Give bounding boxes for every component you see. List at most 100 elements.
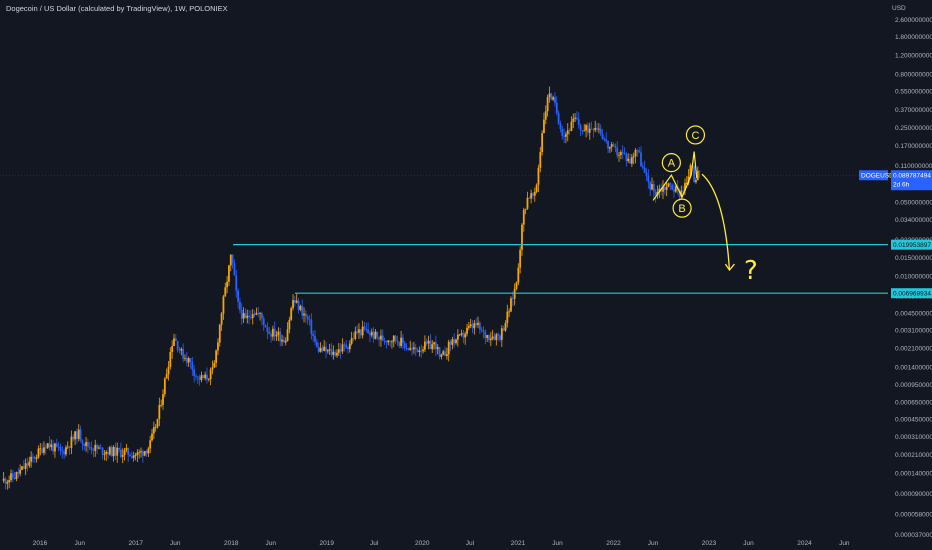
candle-body xyxy=(257,312,260,314)
x-tick-label: Jun xyxy=(552,540,563,547)
candle-body xyxy=(630,157,633,164)
candle-body xyxy=(59,447,62,451)
candle-body xyxy=(524,208,527,210)
candle-body xyxy=(341,344,344,352)
y-tick-label: 0.004500000 xyxy=(895,310,932,317)
candle-body xyxy=(306,316,309,320)
candle-body xyxy=(17,471,20,474)
price-axis[interactable]: 2.600000000 1.800000000 1.200000000 0.80000… xyxy=(895,17,932,539)
candle-body xyxy=(695,180,697,183)
candle-body xyxy=(87,442,89,447)
candle-body xyxy=(544,111,547,120)
candle-body xyxy=(579,124,582,131)
candle-body xyxy=(552,97,555,100)
candle-body xyxy=(213,362,216,368)
candle-body xyxy=(537,167,540,185)
candle-body xyxy=(433,342,435,345)
candle-body xyxy=(510,298,512,312)
candle-body xyxy=(649,182,652,190)
x-tick-label: Jul xyxy=(370,540,379,547)
candle-body xyxy=(389,340,392,342)
candle-body xyxy=(231,254,234,264)
candle-body xyxy=(114,446,117,456)
candle-body xyxy=(367,329,370,334)
wave-label-circle[interactable] xyxy=(685,125,706,145)
symbol-label: DOGEUSD xyxy=(861,173,894,180)
candle-body xyxy=(46,443,49,449)
candle-body xyxy=(336,352,338,356)
wave-label-circle[interactable] xyxy=(661,153,681,173)
candle-body xyxy=(284,340,287,343)
candle-body xyxy=(295,300,298,303)
candle-body xyxy=(623,153,626,155)
candle-body xyxy=(596,127,598,130)
candle-body xyxy=(387,340,390,343)
candle-body xyxy=(431,344,434,350)
wave-drawings[interactable]: A B C? xyxy=(652,125,758,286)
candle-body xyxy=(533,191,536,196)
candle-body xyxy=(607,141,609,149)
candle-body xyxy=(310,319,313,334)
candle-body xyxy=(554,97,556,104)
wave-label-circle[interactable] xyxy=(672,198,692,218)
candle-body xyxy=(178,349,181,351)
candle-body xyxy=(162,394,164,405)
candle-body xyxy=(39,448,42,450)
candle-body xyxy=(671,185,674,190)
candle-body xyxy=(293,300,296,303)
down-arrow-head xyxy=(724,263,735,272)
candle-body xyxy=(2,478,5,481)
candle-body xyxy=(641,166,644,168)
candle-body xyxy=(152,427,155,434)
candle-body xyxy=(458,334,461,336)
candle-body xyxy=(321,347,324,351)
candle-body xyxy=(619,152,622,155)
candle-body xyxy=(239,301,241,311)
candle-body xyxy=(354,331,357,339)
candle-body xyxy=(424,341,426,350)
candle-body xyxy=(559,123,562,130)
x-tick-label: Jun xyxy=(75,540,86,547)
candle-body xyxy=(473,323,476,329)
candle-body xyxy=(88,446,91,448)
abc-wave-line[interactable] xyxy=(652,151,698,201)
time-axis[interactable]: 2016 Jun 2017 Jun 2018 Jun 2019 Jul 2020 Jul 2021 J… xyxy=(33,540,850,547)
candle-body xyxy=(372,331,375,339)
candle-body xyxy=(167,366,170,375)
y-tick-label: 0.000037000 xyxy=(895,532,932,539)
candle-body xyxy=(566,130,569,135)
candle-body xyxy=(636,149,639,151)
x-tick-label: 2018 xyxy=(224,540,239,547)
candle-body xyxy=(614,145,617,148)
candle-body xyxy=(541,133,544,153)
candle-body xyxy=(515,282,518,289)
candle-body xyxy=(436,347,439,350)
candle-body xyxy=(462,333,465,338)
candle-body xyxy=(627,158,630,161)
candle-body xyxy=(343,344,346,346)
candle-body xyxy=(28,461,31,466)
candle-body xyxy=(477,322,479,325)
candle-body xyxy=(451,339,454,345)
candle-body xyxy=(654,191,657,196)
y-tick-label: 0.000950000 xyxy=(895,382,932,389)
down-arrow-curve[interactable] xyxy=(701,173,731,271)
candle-body xyxy=(151,433,153,441)
candle-body xyxy=(35,457,38,459)
horizontal-levels[interactable] xyxy=(233,244,888,294)
candle-body xyxy=(240,310,243,319)
candle-body xyxy=(574,117,576,119)
candle-body xyxy=(132,455,135,458)
candle-body xyxy=(328,349,331,351)
candle-body xyxy=(169,351,172,367)
candle-body xyxy=(528,197,531,199)
y-tick-label: 0.001400000 xyxy=(895,364,932,371)
candle-body xyxy=(601,133,604,139)
candle-body xyxy=(363,326,366,330)
candle-body xyxy=(141,451,144,456)
candle-body xyxy=(195,375,197,377)
candle-body xyxy=(347,347,349,350)
candle-body xyxy=(508,311,511,313)
y-tick-label: 0.002100000 xyxy=(895,346,932,353)
